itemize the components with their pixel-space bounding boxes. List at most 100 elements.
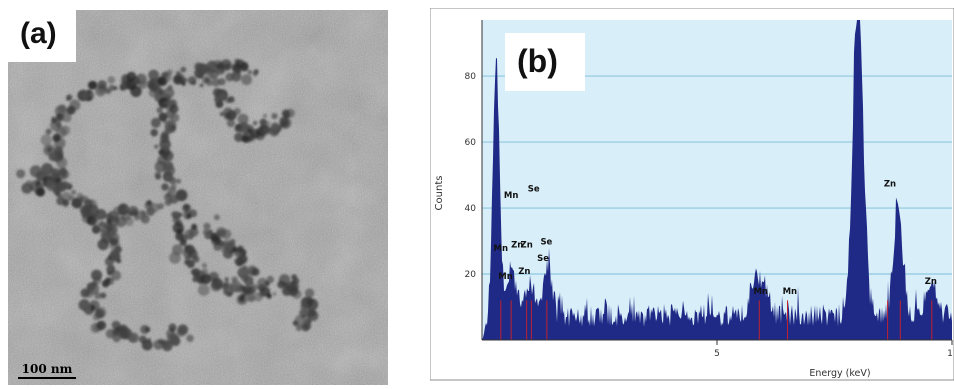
nanoparticle <box>304 288 315 298</box>
peak-annotation: Se <box>540 237 552 247</box>
nanoparticle <box>55 113 64 122</box>
nanoparticle <box>92 223 102 232</box>
nanoparticle <box>57 104 67 113</box>
nanoparticle <box>272 291 277 296</box>
y-tick-label: 80 <box>465 72 477 82</box>
tem-micrograph <box>8 10 388 385</box>
nanoparticle <box>199 83 204 88</box>
nanoparticle <box>182 77 188 83</box>
nanoparticle <box>95 209 107 220</box>
y-axis-label: Counts <box>434 176 445 211</box>
nanoparticle-clusters <box>16 58 319 352</box>
nanoparticle <box>91 214 97 220</box>
peak-annotation: Mn <box>494 244 509 254</box>
nanoparticle <box>56 157 68 169</box>
nanoparticle <box>208 229 213 235</box>
nanoparticle <box>52 133 61 143</box>
nanoparticle <box>252 120 258 126</box>
nanoparticle <box>167 122 173 127</box>
nanoparticle <box>186 259 195 269</box>
nanoparticle <box>230 280 242 292</box>
nanoparticle <box>236 246 244 254</box>
peak-annotation: Se <box>528 185 540 195</box>
nanoparticle <box>247 69 253 75</box>
peak-annotation: Zn <box>511 241 523 251</box>
nanoparticle <box>136 210 147 220</box>
nanoparticle <box>100 292 107 299</box>
nanoparticle <box>253 292 263 302</box>
scale-bar: 100 nm <box>18 362 76 379</box>
nanoparticle <box>192 255 200 263</box>
nanoparticle <box>226 291 233 297</box>
nanoparticle <box>48 152 58 162</box>
nanoparticle <box>71 189 77 195</box>
nanoparticle <box>94 217 100 223</box>
nanoparticle <box>307 310 319 322</box>
nanoparticle <box>116 258 122 264</box>
nanoparticle <box>159 133 170 143</box>
nanoparticle <box>87 89 92 95</box>
nanoparticle <box>247 136 252 142</box>
nanoparticle <box>247 294 256 302</box>
element-markers <box>500 300 933 340</box>
nanoparticle <box>192 276 199 283</box>
nanoparticle <box>91 269 103 281</box>
nanoparticle <box>56 169 68 181</box>
nanoparticle <box>206 80 213 87</box>
nanoparticle <box>108 264 115 272</box>
nanoparticle <box>150 128 158 137</box>
nanoparticle <box>191 81 196 86</box>
y-tick-label: 40 <box>465 204 477 214</box>
nanoparticle <box>170 327 175 333</box>
nanoparticle <box>138 79 148 89</box>
nanoparticle <box>180 66 187 73</box>
nanoparticle <box>103 86 108 91</box>
scale-bar-line <box>18 377 76 379</box>
nanoparticle <box>270 122 280 131</box>
nanoparticle <box>251 267 260 276</box>
nanoparticle <box>218 78 226 86</box>
nanoparticle <box>224 277 229 282</box>
nanoparticle <box>168 186 176 195</box>
peak-annotation: Mn <box>504 191 519 201</box>
nanoparticle <box>107 76 116 84</box>
nanoparticle <box>157 76 166 85</box>
nanoparticle <box>97 238 109 251</box>
x-axis-label: Energy (keV) <box>809 368 870 379</box>
nanoparticle <box>176 71 181 76</box>
nanoparticle <box>266 275 275 284</box>
nanoparticle <box>266 293 273 299</box>
x-tick-label: 1 <box>947 349 953 359</box>
nanoparticle <box>300 302 310 312</box>
nanoparticle <box>108 215 120 227</box>
nanoparticle <box>163 103 168 108</box>
nanoparticle <box>112 333 121 343</box>
nanoparticle <box>86 282 96 292</box>
tem-image-panel: (a) 100 nm <box>8 10 388 385</box>
nanoparticle <box>211 78 221 87</box>
y-tick-label: 20 <box>465 270 477 280</box>
nanoparticle <box>213 214 220 221</box>
nanoparticle <box>25 180 33 187</box>
nanoparticle <box>162 118 167 124</box>
y-axis-ticks: 20 40 60 80 <box>465 72 477 280</box>
peak-annotation: Mn <box>498 272 513 282</box>
nanoparticle <box>214 95 221 103</box>
nanoparticle <box>35 180 40 186</box>
nanoparticle <box>169 104 179 114</box>
nanoparticle <box>36 187 45 197</box>
nanoparticle <box>147 79 155 88</box>
nanoparticle <box>211 236 221 246</box>
nanoparticle <box>257 277 268 289</box>
nanoparticle <box>306 298 319 311</box>
nanoparticle <box>218 69 225 75</box>
nanoparticle <box>241 74 253 86</box>
nanoparticle <box>106 218 111 223</box>
nanoparticle <box>190 269 196 275</box>
nanoparticle <box>158 89 164 96</box>
nanoparticle <box>81 288 91 298</box>
nanoparticle <box>94 292 102 300</box>
nanoparticle <box>155 173 162 180</box>
nanoparticle <box>148 69 160 81</box>
